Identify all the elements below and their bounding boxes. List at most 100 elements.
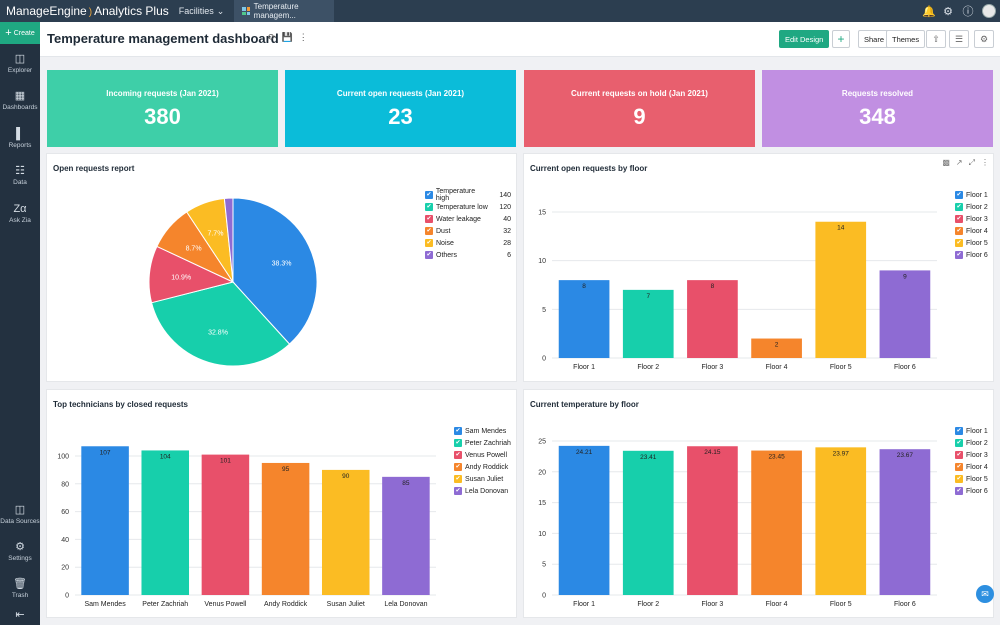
add-widget-button[interactable]: + <box>832 30 850 48</box>
edit-design-button[interactable]: Edit Design <box>779 30 830 48</box>
bar[interactable] <box>622 450 674 595</box>
kpi-requests-resolved[interactable]: Requests resolved 348 <box>762 70 993 147</box>
bar-value-label: 104 <box>160 453 171 460</box>
collapse-sidebar-button[interactable]: ⇤ <box>0 608 40 623</box>
legend-checkbox-icon: ✔ <box>425 239 433 247</box>
bar[interactable] <box>879 270 931 358</box>
kpi-requests-on-hold[interactable]: Current requests on hold (Jan 2021) 9 <box>524 70 755 147</box>
bar[interactable] <box>815 447 867 595</box>
legend-value: 28 <box>503 239 511 247</box>
legend-item[interactable]: ✔ Floor 5 <box>955 237 993 249</box>
sidebar-item-reports[interactable]: ▌ Reports <box>0 127 40 149</box>
kpi-value: 23 <box>388 104 413 129</box>
x-tick-label: Susan Juliet <box>327 601 365 608</box>
legend-item[interactable]: ✔ Peter Zachriah <box>454 437 516 449</box>
legend-item[interactable]: ✔ Floor 6 <box>955 249 993 261</box>
workspace-selector[interactable]: Facilities ⌄ <box>179 6 225 17</box>
bar[interactable] <box>321 469 370 595</box>
bell-icon[interactable]: 🔔 <box>922 5 936 18</box>
expand-icon[interactable]: ⤢ <box>968 158 975 167</box>
gear-icon[interactable]: ⚙ <box>943 5 953 18</box>
bar[interactable] <box>622 289 674 358</box>
export-button[interactable]: ⇧ <box>926 30 946 48</box>
more-icon[interactable]: ⋮ <box>981 158 989 167</box>
legend-item[interactable]: ✔ Others 6 <box>425 249 511 261</box>
sidebar-item-data[interactable]: ☷ Data <box>0 164 40 186</box>
bar[interactable] <box>879 449 931 595</box>
bar[interactable] <box>201 454 250 595</box>
legend-item[interactable]: ✔ Venus Powell <box>454 449 516 461</box>
legend-item[interactable]: ✔ Lela Donovan <box>454 485 516 497</box>
pie-slice[interactable] <box>232 197 318 345</box>
legend-item[interactable]: ✔ Water leakage 40 <box>425 213 511 225</box>
bar[interactable] <box>687 446 738 595</box>
legend-item[interactable]: ✔ Susan Juliet <box>454 473 516 485</box>
bar[interactable] <box>261 462 310 595</box>
refresh-icon[interactable]: ⟳ <box>268 32 276 42</box>
dashboard-header: Temperature management dashboard ⟳ 💾 ⋮ E… <box>40 22 1000 57</box>
kpi-open-requests[interactable]: Current open requests (Jan 2021) 23 <box>285 70 516 147</box>
legend-label: Susan Juliet <box>465 475 504 483</box>
legend-item[interactable]: ✔ Floor 4 <box>955 461 993 473</box>
sidebar-item-dashboards[interactable]: ▦ Dashboards <box>0 89 40 111</box>
bar-value-label: 24.21 <box>576 449 593 456</box>
avatar[interactable] <box>982 4 996 18</box>
create-button[interactable]: + Create <box>0 22 40 44</box>
more-icon[interactable]: ⋮ <box>298 32 308 42</box>
legend-item[interactable]: ✔ Floor 5 <box>955 473 993 485</box>
bar[interactable] <box>815 221 867 358</box>
reports-icon: ▌ <box>16 128 24 140</box>
save-icon[interactable]: 💾 <box>281 32 293 42</box>
legend-item[interactable]: ✔ Andy Roddick <box>454 461 516 473</box>
bar[interactable] <box>141 450 190 595</box>
sidebar-item-data-sources[interactable]: ◫ Data Sources <box>0 503 40 525</box>
y-tick-label: 10 <box>538 258 546 265</box>
legend-checkbox-icon: ✔ <box>955 463 963 471</box>
brand-logo[interactable]: ManageEngine) Analytics Plus <box>0 4 169 18</box>
bar[interactable] <box>558 280 610 358</box>
pie-slice[interactable] <box>223 197 234 283</box>
legend-item[interactable]: ✔ Sam Mendes <box>454 425 516 437</box>
bar[interactable] <box>751 450 802 595</box>
open-external-icon[interactable]: ↗ <box>955 158 963 167</box>
settings-button[interactable]: ⚙ <box>974 30 994 48</box>
bar[interactable] <box>558 445 610 595</box>
sidebar-item-trash[interactable]: 🗑 Trash <box>0 577 40 599</box>
y-tick-label: 0 <box>542 593 546 600</box>
themes-button[interactable]: Themes <box>886 30 926 48</box>
sidebar-item-settings[interactable]: ⚙ Settings <box>0 540 40 562</box>
legend-item[interactable]: ✔ Floor 2 <box>955 437 993 449</box>
chart-type-icon[interactable]: ▩ <box>942 158 950 167</box>
legend-item[interactable]: ✔ Floor 6 <box>955 485 993 497</box>
legend-item[interactable]: ✔ Floor 1 <box>955 189 993 201</box>
sidebar-item-label: Data <box>13 179 27 186</box>
x-tick-label: Floor 6 <box>894 364 916 371</box>
kpi-incoming-requests[interactable]: Incoming requests (Jan 2021) 380 <box>47 70 278 147</box>
bar-value-label: 7 <box>646 293 650 300</box>
legend-item[interactable]: ✔ Floor 3 <box>955 213 993 225</box>
bar[interactable] <box>751 338 802 358</box>
bar[interactable] <box>382 476 430 595</box>
legend-item[interactable]: ✔ Temperature low 120 <box>425 201 511 213</box>
collapse-icon: ⇤ <box>15 609 25 621</box>
sidebar-item-ask-zia[interactable]: Zα Ask Zia <box>0 202 40 224</box>
pie-slice-label: 38.3% <box>272 261 292 268</box>
comments-button[interactable]: ☰ <box>949 30 969 48</box>
legend-item[interactable]: ✔ Floor 1 <box>955 425 993 437</box>
legend-item[interactable]: ✔ Floor 3 <box>955 449 993 461</box>
chat-support-button[interactable]: ✉ <box>976 585 994 603</box>
bar[interactable] <box>81 446 129 595</box>
bar[interactable] <box>687 280 738 358</box>
legend-item[interactable]: ✔ Noise 28 <box>425 237 511 249</box>
data-sources-icon: ◫ <box>14 504 26 516</box>
sidebar-item-label: Reports <box>8 142 32 149</box>
legend-item[interactable]: ✔ Floor 4 <box>955 225 993 237</box>
legend-item[interactable]: ✔ Temperature high 140 <box>425 188 511 202</box>
dashboard-tab[interactable]: Temperature managem... <box>234 0 335 22</box>
legend-item[interactable]: ✔ Dust 32 <box>425 225 511 237</box>
pie-slice[interactable] <box>150 281 291 367</box>
sidebar-item-explorer[interactable]: ◫ Explorer <box>0 52 40 74</box>
help-icon[interactable]: ⓘ <box>962 6 974 18</box>
legend-item[interactable]: ✔ Floor 2 <box>955 201 993 213</box>
page-title: Temperature management dashboard <box>47 31 279 46</box>
